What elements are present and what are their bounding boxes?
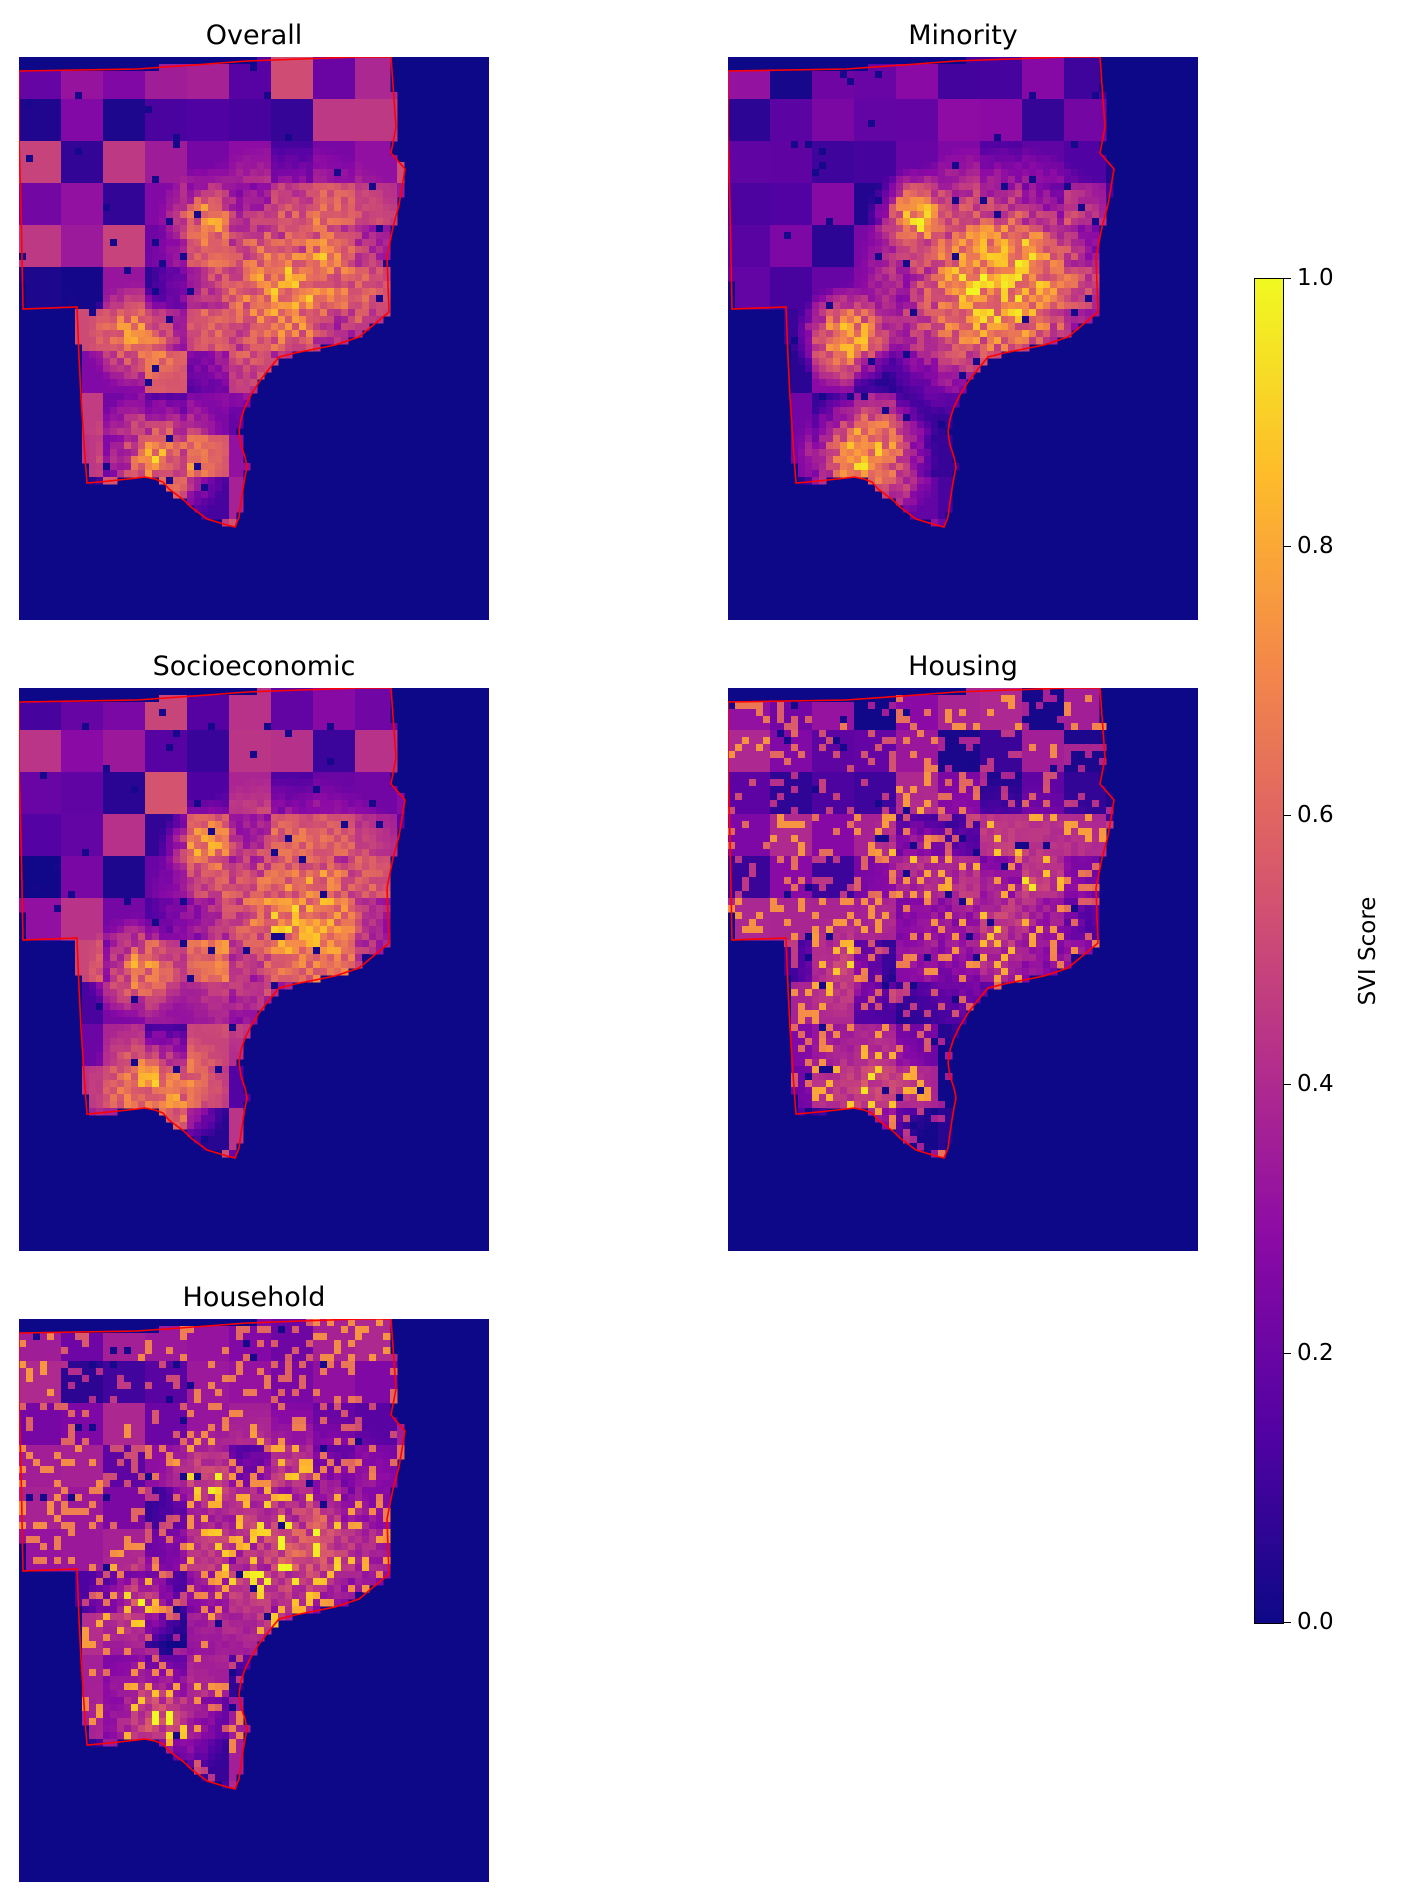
colorbar-tick — [1283, 278, 1291, 279]
colorbar-tick-label: 0.0 — [1297, 1609, 1334, 1635]
county-boundary — [19, 1319, 406, 1790]
panel-title: Housing — [908, 651, 1018, 682]
colorbar-tick — [1283, 1622, 1291, 1623]
colorbar-tick — [1283, 1084, 1291, 1085]
colorbar: 0.0 0.2 0.4 0.6 0.8 1.0 — [1254, 266, 1334, 1634]
svi-map — [19, 688, 489, 1251]
colorbar-tick-label: 1.0 — [1297, 265, 1334, 291]
census-tract-cells — [19, 57, 405, 527]
colorbar-tick-label: 0.4 — [1297, 1071, 1334, 1097]
svi-map — [19, 57, 489, 620]
county-boundary — [728, 57, 1115, 528]
colorbar-tick — [1283, 546, 1291, 547]
map-panel-housing: Housing — [728, 652, 1198, 1251]
colorbar-tick — [1283, 1353, 1291, 1354]
map-panel-household: Household — [19, 1283, 489, 1882]
county-boundary — [728, 688, 1115, 1159]
panel-title: Overall — [205, 20, 303, 51]
map-panel-socioeconomic: Socioeconomic — [19, 652, 489, 1251]
census-tract-cells — [728, 688, 1114, 1158]
svi-map — [19, 1319, 489, 1882]
colorbar-label: SVI Score — [1355, 896, 1381, 1006]
svi-map — [728, 688, 1198, 1251]
colorbar-tick-label: 0.8 — [1297, 533, 1334, 559]
colorbar-tick-label: 0.2 — [1297, 1340, 1334, 1366]
county-boundary — [19, 688, 406, 1159]
census-tract-cells — [19, 1319, 405, 1789]
panel-title: Socioeconomic — [152, 651, 356, 682]
colorbar-gradient — [1254, 278, 1284, 1624]
county-boundary — [19, 57, 406, 528]
colorbar-tick — [1283, 815, 1291, 816]
panel-title: Minority — [908, 20, 1018, 51]
census-tract-cells — [19, 688, 405, 1158]
colorbar-tick-label: 0.6 — [1297, 802, 1334, 828]
census-tract-cells — [728, 57, 1114, 527]
map-panel-overall: Overall — [19, 21, 489, 620]
svi-map — [728, 57, 1198, 620]
map-panel-minority: Minority — [728, 21, 1198, 620]
panel-title: Household — [182, 1282, 326, 1313]
